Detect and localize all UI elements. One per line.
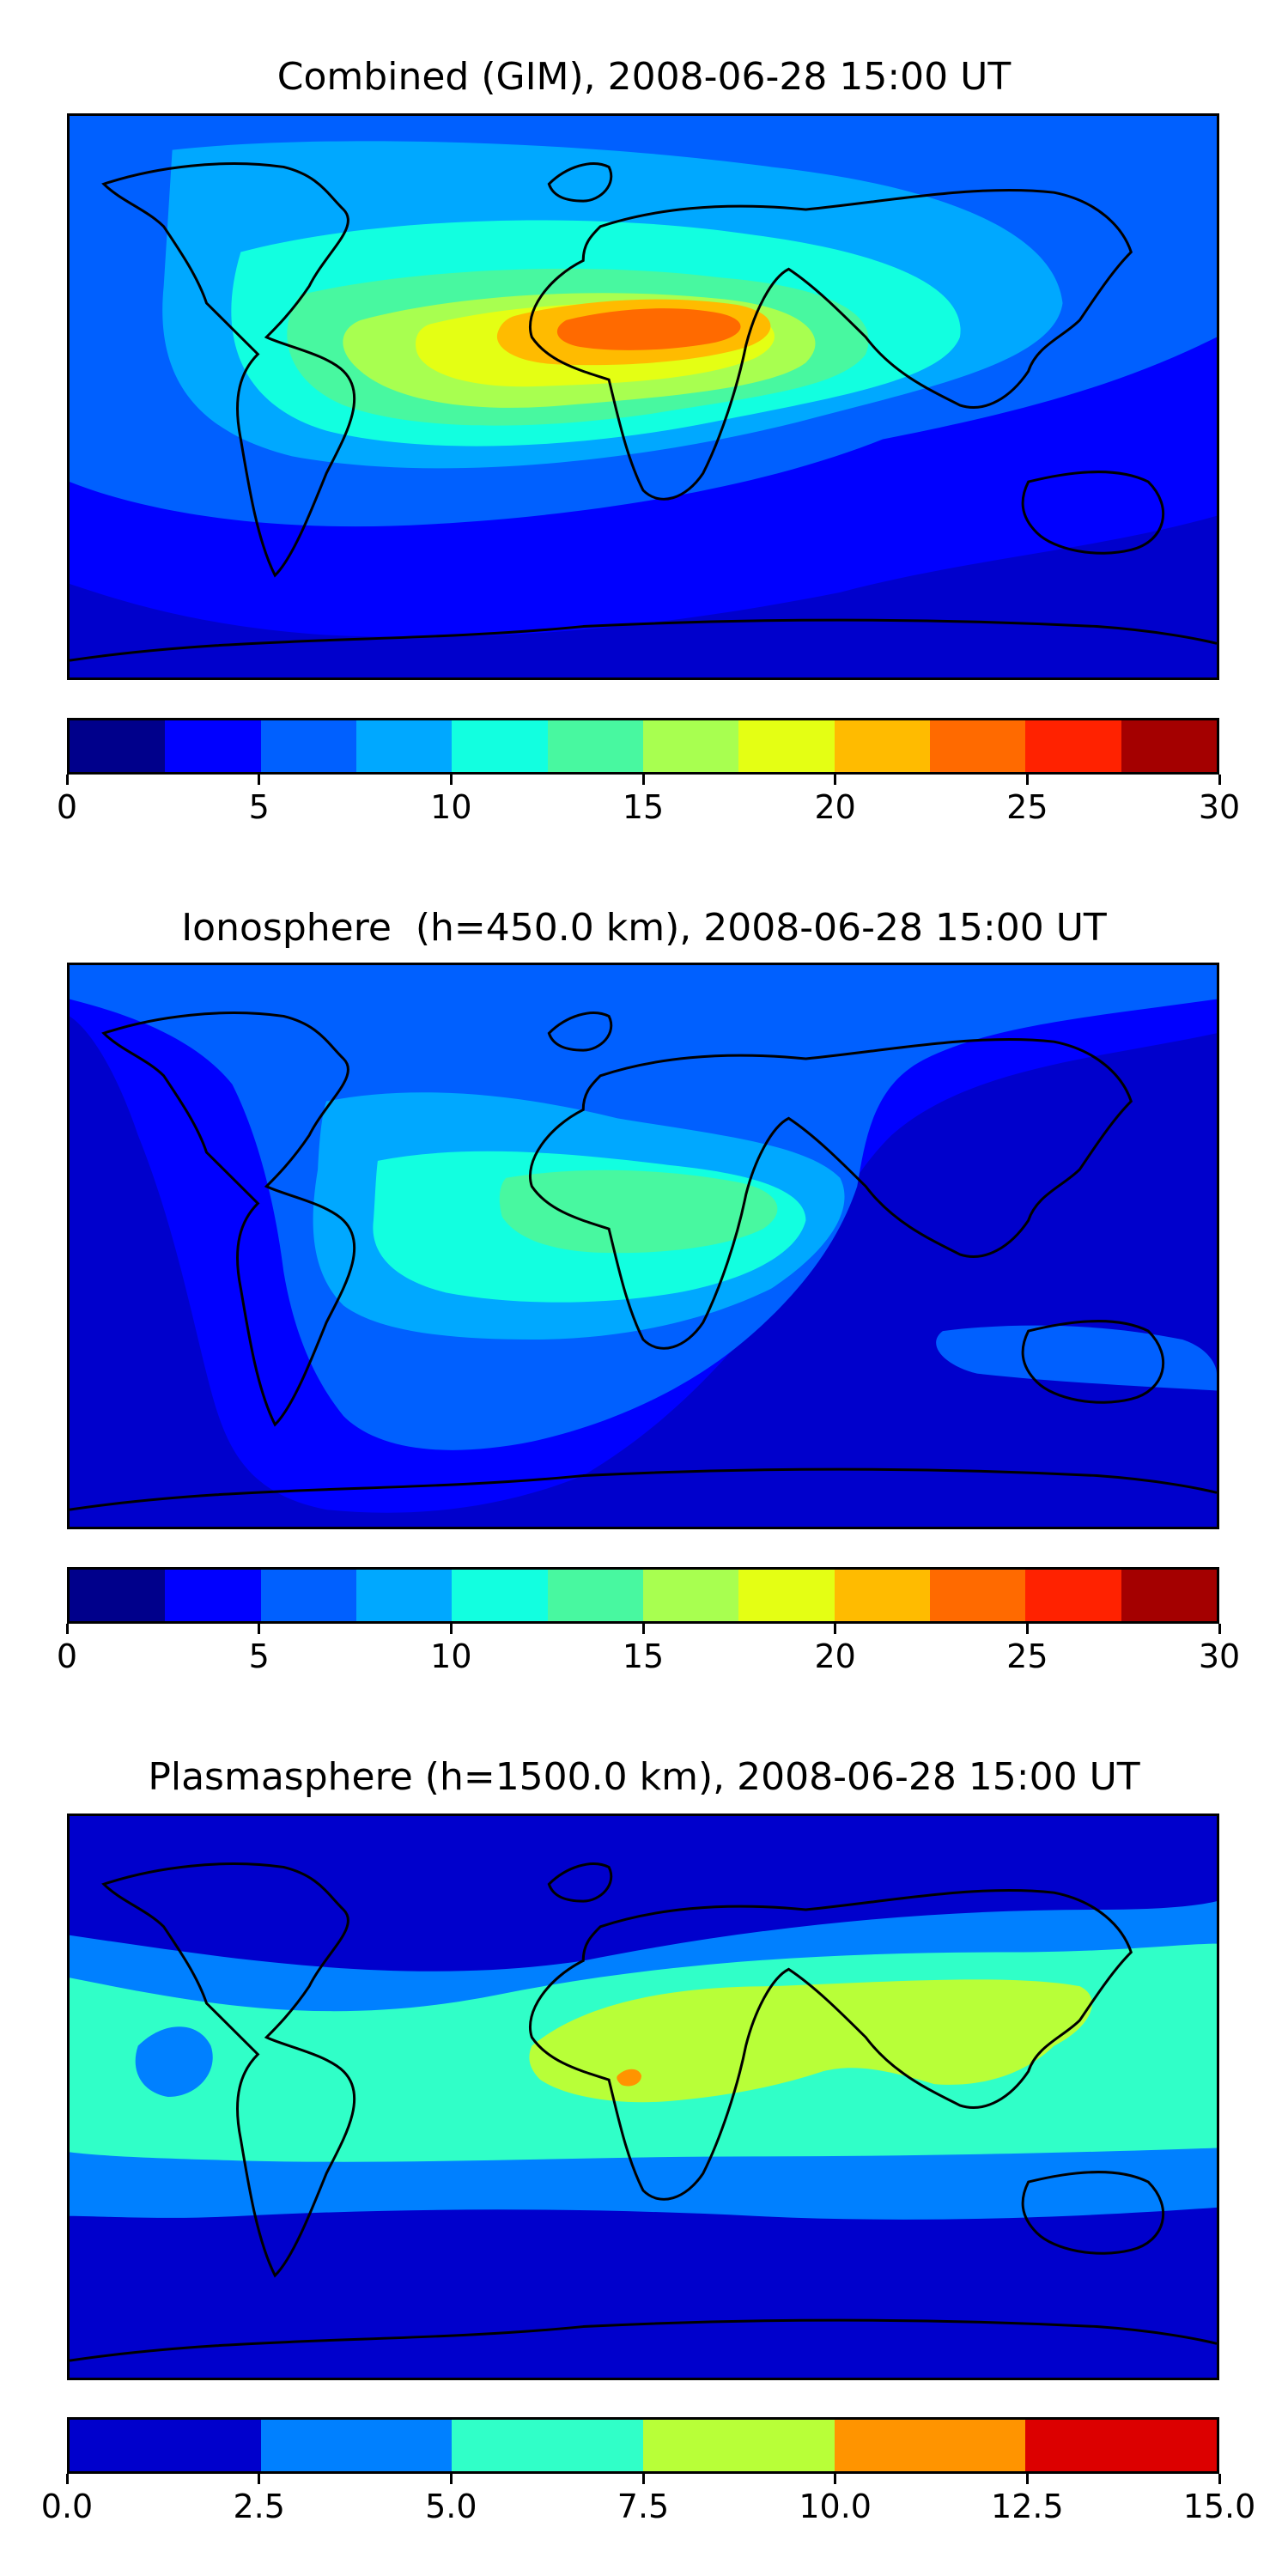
tick-label: 0 (56, 1637, 78, 1675)
tick-label: 30 (1198, 788, 1241, 826)
tick-label: 20 (814, 788, 856, 826)
tick-label: 30 (1198, 1637, 1241, 1675)
colorbar-swatch (165, 1570, 261, 1621)
tick-label: 10 (430, 788, 472, 826)
colorbar-ticks: 0 5 10 15 20 25 30 (57, 775, 1240, 826)
colorbar-ticks: 0.0 2.5 5.0 7.5 10.0 12.5 15.0 (41, 2474, 1255, 2525)
colorbar-swatch (547, 720, 643, 772)
tick-label: 2.5 (233, 2488, 285, 2525)
tick-label: 5.0 (425, 2488, 477, 2525)
colorbar-swatch (70, 2420, 261, 2471)
colorbar-ionosphere (67, 1567, 1219, 1624)
tick-label: 25 (1006, 788, 1048, 826)
colorbar-swatch (834, 720, 930, 772)
colorbar-swatch (929, 720, 1026, 772)
colorbar-swatch (547, 1570, 643, 1621)
colorbar-swatch (929, 1570, 1026, 1621)
tick-label: 0.0 (40, 2488, 94, 2525)
colorbar-swatch (834, 2420, 1026, 2471)
map-ionosphere (67, 963, 1219, 1529)
colorbar-ticks: 0 5 10 15 20 25 30 (57, 1624, 1240, 1675)
coastlines (70, 162, 1217, 662)
tick-label: 12.5 (991, 2488, 1064, 2525)
colorbar-swatch (260, 1570, 356, 1621)
contour-level-9 (556, 308, 741, 350)
tick-label: 5 (248, 1637, 270, 1675)
panel-title: Plasmasphere (h=1500.0 km), 2008-06-28 1… (148, 1755, 1140, 1799)
coastlines (70, 1862, 1217, 2362)
contour-level-b (936, 1325, 1217, 1391)
contour-level-3 (529, 1979, 1092, 2103)
tick-label: 15 (622, 1637, 665, 1675)
colorbar-swatch (834, 1570, 930, 1621)
colorbar-swatch (260, 2420, 453, 2471)
colorbar-swatch (1121, 1570, 1217, 1621)
colorbar-swatch (1025, 2420, 1218, 2471)
colorbar-swatch (452, 2420, 644, 2471)
map-combined (67, 113, 1219, 680)
tick-label: 5 (248, 788, 270, 826)
colorbar-swatch (1121, 720, 1217, 772)
tick-label: 0 (56, 788, 78, 826)
tick-label: 10.0 (799, 2488, 872, 2525)
colorbar-swatch (260, 720, 356, 772)
colorbar-swatch (642, 1570, 739, 1621)
colorbar-plasmasphere (67, 2417, 1219, 2474)
colorbar-swatch (643, 2420, 835, 2471)
map-plasmasphere (67, 1814, 1219, 2380)
tick-label: 15 (622, 788, 665, 826)
contour-level-5 (499, 1170, 778, 1254)
panel-title: Combined (GIM), 2008-06-28 15:00 UT (276, 55, 1012, 99)
colorbar-swatch (452, 720, 548, 772)
colorbar-swatch (452, 1570, 548, 1621)
contour-hole (135, 2026, 213, 2097)
colorbar-combined (67, 718, 1219, 775)
colorbar-swatch (738, 1570, 835, 1621)
colorbar-swatch (738, 720, 835, 772)
colorbar-swatch (1025, 720, 1121, 772)
coastlines (70, 1012, 1217, 1511)
colorbar-swatch (70, 1570, 166, 1621)
tick-label: 20 (814, 1637, 856, 1675)
tick-label: 7.5 (617, 2488, 670, 2525)
tick-label: 25 (1006, 1637, 1048, 1675)
panel-title: Ionosphere (h=450.0 km), 2008-06-28 15:0… (181, 906, 1107, 950)
panel-ionosphere: Ionosphere (h=450.0 km), 2008-06-28 15:0… (57, 906, 1240, 1675)
tick-label: 15.0 (1182, 2488, 1256, 2525)
colorbar-swatch (70, 720, 166, 772)
panel-combined: Combined (GIM), 2008-06-28 15:00 UT (0, 0, 1288, 859)
colorbar-swatch (1025, 1570, 1121, 1621)
colorbar-swatch (642, 720, 739, 772)
colorbar-swatch (355, 1570, 453, 1621)
colorbar-swatch (355, 720, 453, 772)
colorbar-swatch (165, 720, 261, 772)
contour-level-4 (617, 2069, 642, 2087)
tick-label: 10 (430, 1637, 472, 1675)
